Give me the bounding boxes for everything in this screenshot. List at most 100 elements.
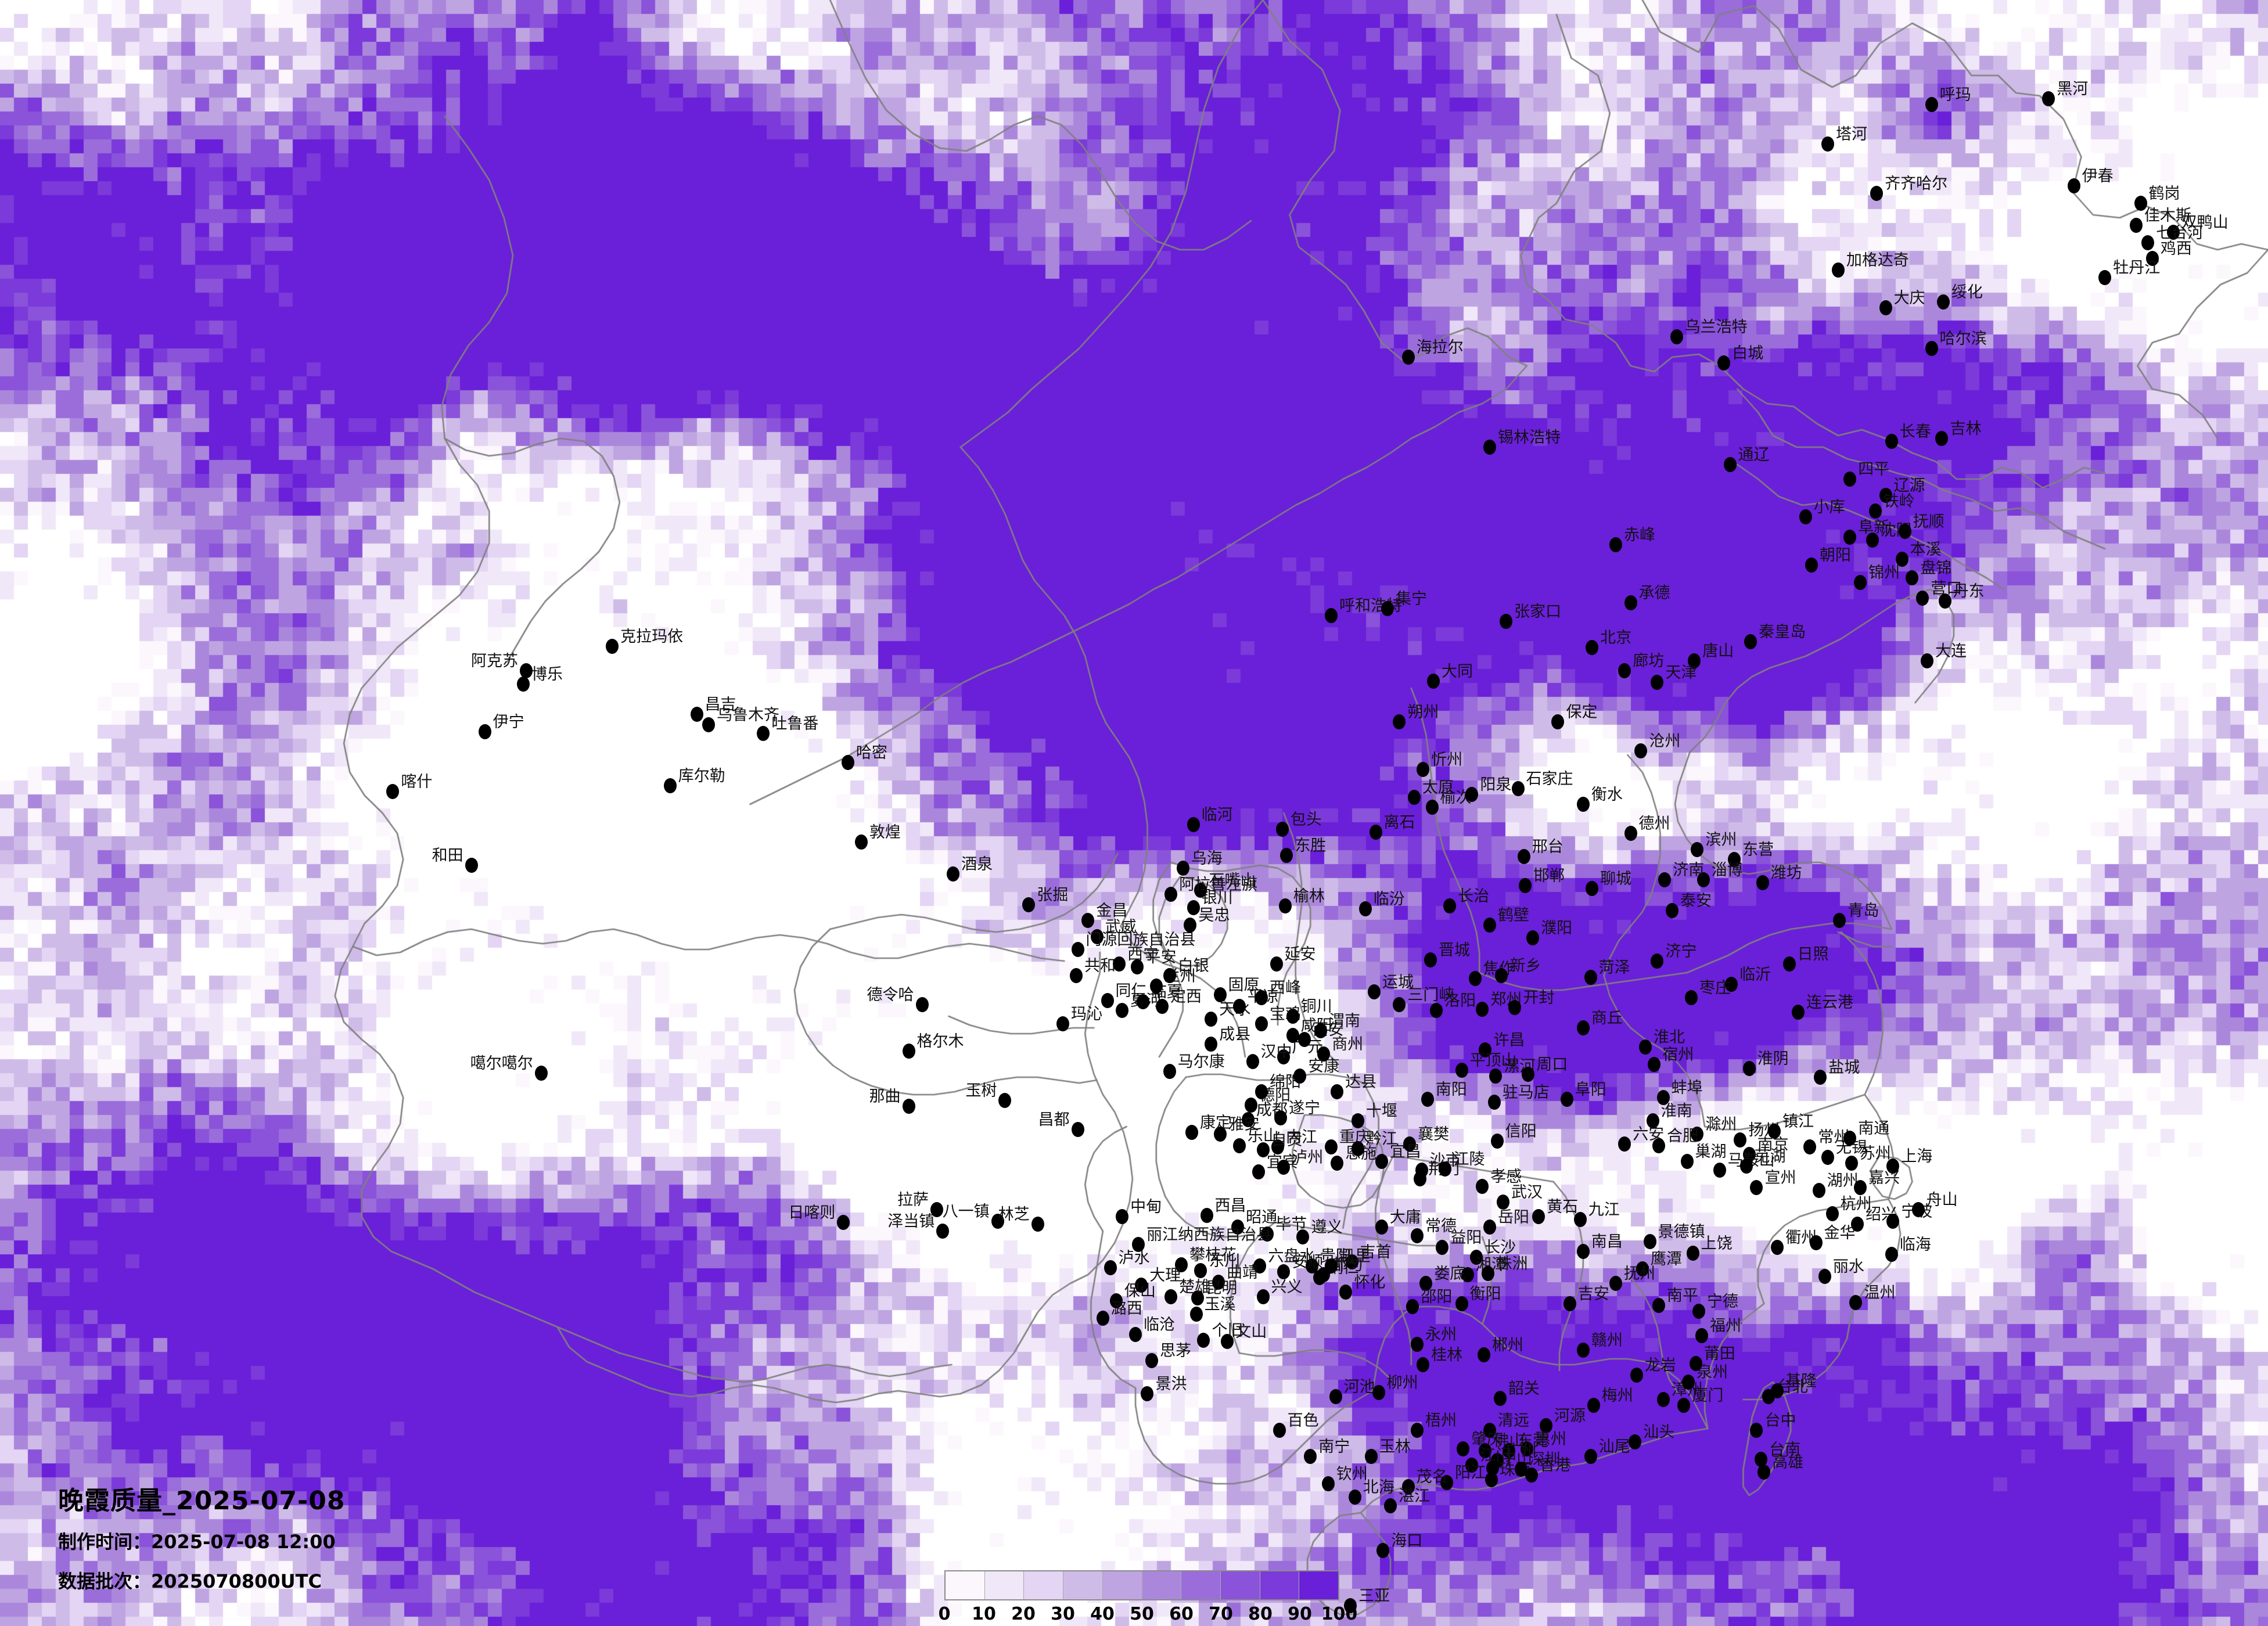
city-dot-icon <box>1415 1163 1428 1178</box>
city-label: 温州 <box>1864 1283 1896 1302</box>
city-label: 阿克苏 <box>471 652 519 670</box>
city-dot-icon <box>1112 956 1126 972</box>
city-dot-icon <box>1713 1163 1726 1178</box>
city-dot-icon <box>1345 1254 1358 1269</box>
city-label: 镇江 <box>1782 1112 1814 1131</box>
city-dot-icon <box>1849 1294 1863 1310</box>
city-dot-icon <box>1261 1226 1274 1242</box>
city-dot-icon <box>1393 997 1406 1012</box>
city-label: 保山 <box>1124 1282 1156 1300</box>
colorbar-swatch-0 <box>946 1571 985 1599</box>
city-dot-icon <box>1843 472 1857 487</box>
city-dot-icon <box>1818 1268 1831 1284</box>
city-dot-icon <box>1885 434 1898 449</box>
city-label: 牡丹江 <box>2113 258 2161 277</box>
city-dot-icon <box>1519 878 1532 893</box>
city-dot-icon <box>1191 1290 1205 1305</box>
city-dot-icon <box>1540 1418 1553 1433</box>
city-dot-icon <box>1155 998 1169 1014</box>
city-dot-icon <box>1213 1126 1227 1142</box>
city-dot-icon <box>930 1201 944 1217</box>
city-dot-icon <box>1925 97 1938 112</box>
city-dot-icon <box>1324 608 1338 623</box>
city-label: 格尔木 <box>916 1033 964 1051</box>
city-dot-icon <box>1175 1257 1188 1272</box>
city-dot-icon <box>1879 300 1892 315</box>
city-label: 日照 <box>1797 945 1829 963</box>
city-label: 伊宁 <box>493 713 524 731</box>
city-label: 离石 <box>1383 813 1415 832</box>
city-dot-icon <box>1232 1138 1246 1153</box>
data-batch-row: 数据批次：2025070800UTC <box>58 1567 345 1593</box>
city-dot-icon <box>1803 1139 1817 1154</box>
city-label: 遵义 <box>1311 1218 1343 1236</box>
city-label: 濮阳 <box>1541 919 1573 937</box>
city-dot-icon <box>915 997 929 1012</box>
city-dot-icon <box>1031 1216 1044 1232</box>
city-dot-icon <box>1348 1489 1361 1505</box>
city-dot-icon <box>1520 1441 1533 1456</box>
city-label: 三亚 <box>1358 1587 1390 1605</box>
city-label: 拉萨 <box>897 1190 929 1209</box>
city-label: 张家口 <box>1514 603 1562 621</box>
city-dot-icon <box>1768 1123 1781 1139</box>
city-dot-icon <box>2145 251 2159 266</box>
colorbar-swatch-10 <box>984 1571 1025 1599</box>
city-dot-icon <box>1750 1180 1763 1195</box>
city-label: 北海 <box>1363 1478 1394 1497</box>
city-label: 芜湖 <box>1754 1147 1786 1165</box>
city-label: 东莞 <box>1517 1431 1549 1450</box>
city-dot-icon <box>1854 1180 1867 1195</box>
city-label: 阳泉 <box>1480 775 1512 794</box>
city-dot-icon <box>1497 1195 1510 1210</box>
city-dot-icon <box>1489 1068 1503 1084</box>
city-dot-icon <box>1576 1244 1590 1259</box>
city-dot-icon <box>534 1065 548 1081</box>
city-dot-icon <box>1618 1136 1631 1152</box>
city-label: 玉溪 <box>1204 1295 1236 1314</box>
city-dot-icon <box>1576 1343 1590 1358</box>
city-dot-icon <box>1410 1422 1424 1438</box>
city-dot-icon <box>841 754 854 770</box>
city-label: 银川 <box>1201 888 1233 907</box>
city-dot-icon <box>1351 1141 1364 1156</box>
city-label: 晋城 <box>1438 941 1470 959</box>
city-dot-icon <box>1587 1398 1600 1413</box>
city-label: 集宁 <box>1395 589 1427 608</box>
city-dot-icon <box>1634 743 1648 758</box>
city-dot-icon <box>606 638 619 654</box>
city-label: 小库 <box>1813 498 1845 516</box>
produced-time-value: 2025-07-08 12:00 <box>151 1531 336 1553</box>
colorbar-tick-30: 30 <box>1051 1604 1075 1624</box>
city-dot-icon <box>1686 1245 1699 1261</box>
city-label: 常德 <box>1425 1217 1457 1235</box>
city-label: 海口 <box>1391 1532 1423 1550</box>
city-dot-icon <box>1691 1126 1704 1142</box>
city-label: 钦州 <box>1336 1465 1368 1483</box>
produced-time-row: 制作时间：2025-07-08 12:00 <box>58 1527 345 1554</box>
colorbar-swatch-50 <box>1142 1571 1182 1599</box>
city-dot-icon <box>1629 1434 1642 1449</box>
city-label: 吐鲁番 <box>771 714 819 733</box>
city-dot-icon <box>1200 1207 1213 1223</box>
city-dot-icon <box>1680 1154 1694 1169</box>
city-dot-icon <box>1430 1003 1443 1018</box>
city-label: 绥化 <box>1951 283 1983 301</box>
city-label: 台南 <box>1769 1440 1801 1459</box>
city-label: 益阳 <box>1450 1228 1482 1247</box>
city-label: 济南 <box>1673 861 1705 879</box>
city-label: 泸州 <box>1292 1149 1324 1167</box>
city-dot-icon <box>1344 1598 1357 1613</box>
city-dot-icon <box>1321 1476 1335 1491</box>
city-dot-icon <box>1742 1146 1756 1162</box>
city-label: 南通 <box>1858 1120 1890 1138</box>
city-dot-icon <box>947 866 960 882</box>
city-label: 平安 <box>1145 948 1177 966</box>
city-dot-icon <box>1688 653 1701 668</box>
city-label: 马尔康 <box>1177 1053 1225 1071</box>
city-dot-icon <box>1483 917 1497 933</box>
city-dot-icon <box>690 707 703 722</box>
city-label: 沧州 <box>1649 732 1681 750</box>
city-label: 南昌 <box>1591 1233 1623 1251</box>
